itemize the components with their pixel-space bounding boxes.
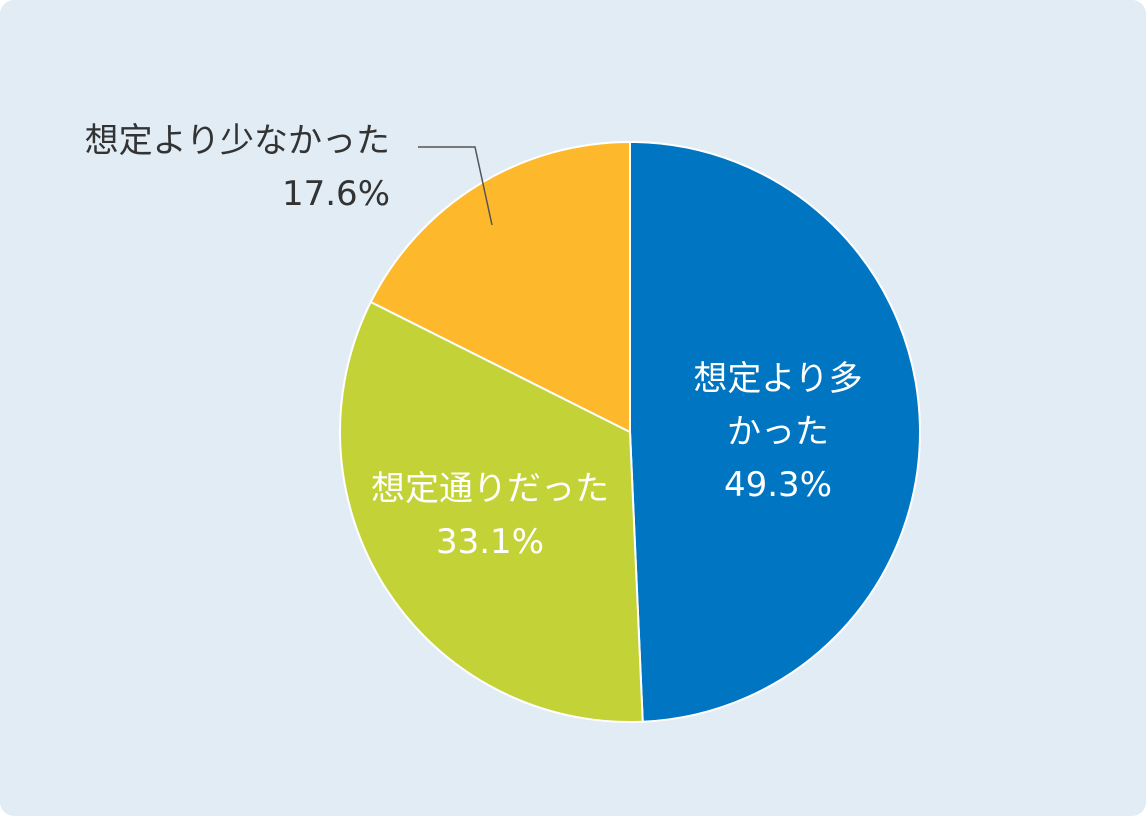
pie-slice [339,300,644,723]
category-label: 想定通りだった [371,469,609,509]
value-label: 33.1% [435,522,544,562]
value-label: 17.6% [281,174,390,214]
pie-slice [629,140,921,723]
slice-label: 想定より多かった 49.3% [693,353,863,512]
slice-label: 想定より少なかった 17.6% [0,115,390,221]
category-label: 想定より多かった [693,359,863,452]
leader-line [418,146,493,226]
pie-slice [369,140,631,434]
category-label: 想定より少なかった [84,121,390,161]
value-label: 49.3% [723,465,832,505]
slice-label: 想定通りだった 33.1% [340,463,640,569]
